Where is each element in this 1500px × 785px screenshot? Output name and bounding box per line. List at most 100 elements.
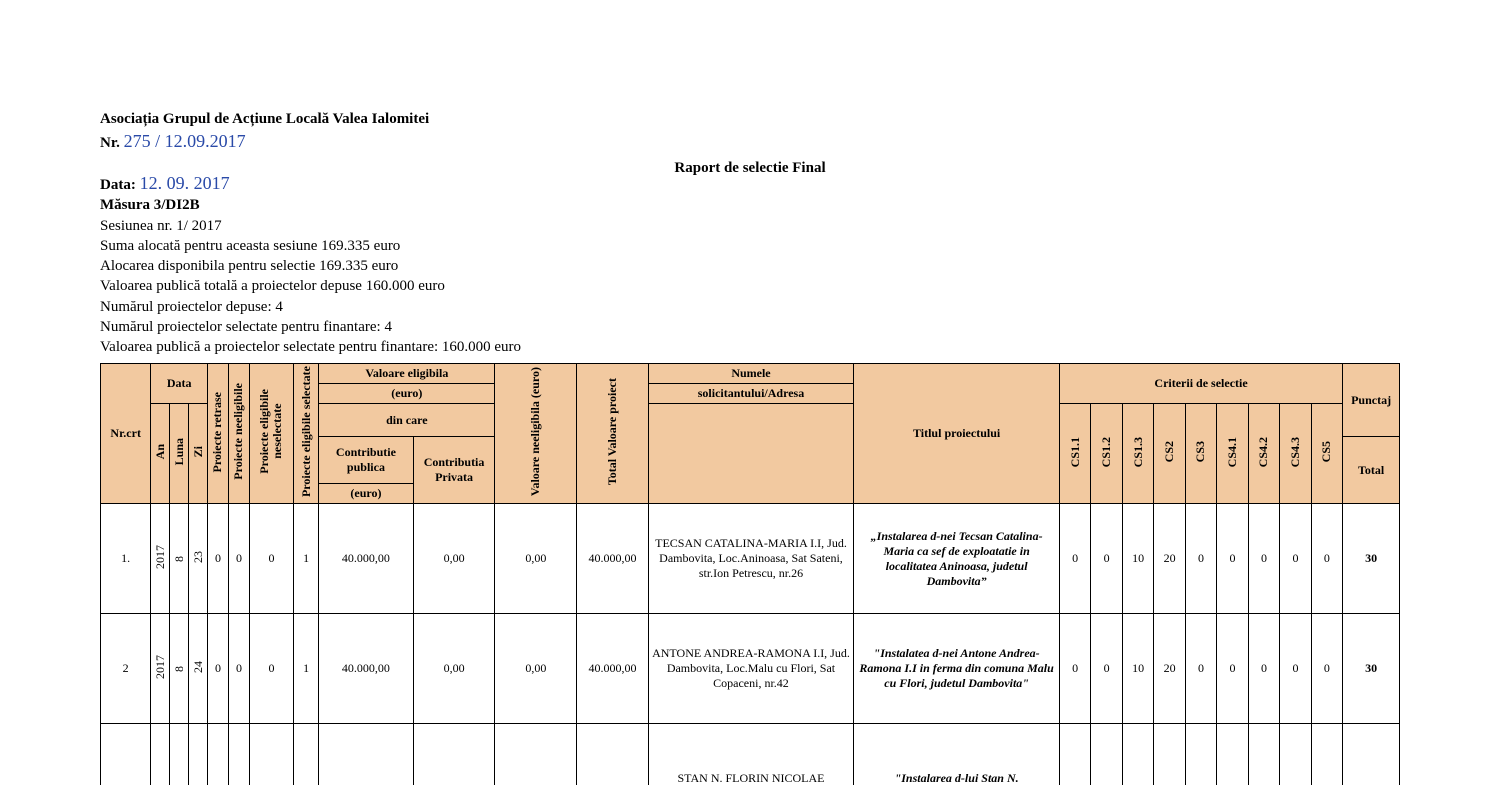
cell-contrib-publica bbox=[319, 724, 413, 785]
cell-titlu: „Instalarea d-nei Tecsan Catalina-Maria … bbox=[854, 504, 1060, 614]
cell-total-valoare: 40.000,00 bbox=[577, 504, 648, 614]
col-an: An bbox=[151, 404, 170, 504]
col-punctaj: Punctaj bbox=[1343, 364, 1400, 437]
nr-label: Nr. bbox=[100, 135, 120, 151]
table-row: 1. 2017 8 23 0 0 0 1 40.000,00 0,00 0,00… bbox=[101, 504, 1400, 614]
col-elig-sel: Proiecte eligibile selectate bbox=[294, 364, 319, 504]
cell-total-valoare bbox=[577, 724, 648, 785]
col-retrase: Proiecte retrase bbox=[208, 364, 229, 504]
cell-solicitant: TECSAN CATALINA-MARIA I.I, Jud. Dambovit… bbox=[648, 504, 854, 614]
col-elig-nesel: Proiecte eligibileneselectate bbox=[249, 364, 293, 504]
cell-total: 30 bbox=[1343, 504, 1400, 614]
nr-selectate-line: Numărul proiectelor selectate pentru fin… bbox=[100, 317, 1400, 337]
col-cs43: CS4.3 bbox=[1280, 404, 1311, 504]
col-solicitant-blank bbox=[648, 404, 854, 504]
cell-contrib-privata: 0,00 bbox=[413, 614, 495, 724]
col-zi: Zi bbox=[189, 404, 208, 504]
cell-cs: 0 bbox=[1217, 504, 1248, 614]
col-total: Total bbox=[1343, 436, 1400, 504]
cell-an: 2017 bbox=[151, 614, 170, 724]
col-cs41: CS4.1 bbox=[1217, 404, 1248, 504]
cell-zi: 23 bbox=[189, 504, 208, 614]
cell-val-neelig: 0,00 bbox=[495, 614, 577, 724]
col-din-care: din care bbox=[319, 404, 495, 437]
cell-cs: 0 bbox=[1311, 504, 1342, 614]
cell-cs: 10 bbox=[1122, 504, 1153, 614]
col-contrib-privata: Contributia Privata bbox=[413, 436, 495, 504]
cell-zi: 24 bbox=[189, 614, 208, 724]
cell-cs: 0 bbox=[1059, 614, 1090, 724]
cell-titlu: "Instalarea d-lui Stan N. bbox=[854, 724, 1060, 785]
col-cs13: CS1.3 bbox=[1122, 404, 1153, 504]
cell-cs: 0 bbox=[1091, 614, 1122, 724]
cell-an bbox=[151, 724, 170, 785]
cell-cs bbox=[1091, 724, 1122, 785]
col-cs3: CS3 bbox=[1185, 404, 1216, 504]
table-row: 2 2017 8 24 0 0 0 1 40.000,00 0,00 0,00 … bbox=[101, 614, 1400, 724]
cell-total bbox=[1343, 724, 1400, 785]
report-table: Nr.crt Data Proiecte retrase Proiecte ne… bbox=[100, 363, 1400, 785]
sesiunea-line: Sesiunea nr. 1/ 2017 bbox=[100, 216, 1400, 236]
cell-luna: 8 bbox=[170, 504, 189, 614]
col-cs2: CS2 bbox=[1154, 404, 1185, 504]
valoare-publica-selectate-line: Valoarea publică a proiectelor selectate… bbox=[100, 337, 1400, 357]
col-cs11: CS1.1 bbox=[1059, 404, 1090, 504]
cell-nr: 2 bbox=[101, 614, 151, 724]
cell-nr: 1. bbox=[101, 504, 151, 614]
cell-retrase: 0 bbox=[208, 504, 229, 614]
col-total-valoare: Total Valoare proiect bbox=[577, 364, 648, 504]
cell-cs: 0 bbox=[1217, 614, 1248, 724]
cell-elig-nesel: 0 bbox=[249, 614, 293, 724]
col-numele: Numele bbox=[648, 364, 854, 384]
cell-contrib-publica: 40.000,00 bbox=[319, 614, 413, 724]
cell-nr bbox=[101, 724, 151, 785]
cell-neelig: 0 bbox=[229, 504, 250, 614]
cell-cs bbox=[1217, 724, 1248, 785]
cell-cs bbox=[1059, 724, 1090, 785]
cell-cs bbox=[1154, 724, 1185, 785]
cell-cs: 0 bbox=[1280, 504, 1311, 614]
cell-val-neelig: 0,00 bbox=[495, 504, 577, 614]
cell-cs: 20 bbox=[1154, 614, 1185, 724]
cell-cs: 0 bbox=[1059, 504, 1090, 614]
col-cs12: CS1.2 bbox=[1091, 404, 1122, 504]
masura-line: Măsura 3/DI2B bbox=[100, 195, 1400, 215]
col-contrib-publica: Contributie publica bbox=[319, 436, 413, 484]
cell-cs: 10 bbox=[1122, 614, 1153, 724]
col-cs42: CS4.2 bbox=[1248, 404, 1279, 504]
cell-cs: 0 bbox=[1248, 504, 1279, 614]
col-neeligibile: Proiecte neeligibile bbox=[229, 364, 250, 504]
cell-cs: 0 bbox=[1311, 614, 1342, 724]
table-row: STAN N. FLORIN NICOLAE "Instalarea d-lui… bbox=[101, 724, 1400, 785]
cell-solicitant: ANTONE ANDREA-RAMONA I.I, Jud. Dambovita… bbox=[648, 614, 854, 724]
cell-retrase: 0 bbox=[208, 614, 229, 724]
cell-val-neelig bbox=[495, 724, 577, 785]
col-nrcrt: Nr.crt bbox=[101, 364, 151, 504]
col-luna: Luna bbox=[170, 404, 189, 504]
col-criterii: Criterii de selectie bbox=[1059, 364, 1342, 404]
cell-elig-sel bbox=[294, 724, 319, 785]
cell-luna: 8 bbox=[170, 614, 189, 724]
col-euro: (euro) bbox=[319, 384, 495, 404]
cell-cs bbox=[1311, 724, 1342, 785]
cell-elig-sel: 1 bbox=[294, 614, 319, 724]
cell-cs: 0 bbox=[1091, 504, 1122, 614]
cell-cs: 0 bbox=[1185, 614, 1216, 724]
cell-contrib-publica: 40.000,00 bbox=[319, 504, 413, 614]
nr-value: 275 / 12.09.2017 bbox=[124, 131, 246, 151]
association-name: Asociația Grupul de Acțiune Locală Valea… bbox=[100, 110, 1400, 130]
meta-block: Data: 12. 09. 2017 Măsura 3/DI2B Sesiune… bbox=[100, 171, 1400, 357]
cell-cs bbox=[1122, 724, 1153, 785]
col-titlu: Titlul proiectului bbox=[854, 364, 1060, 504]
cell-luna bbox=[170, 724, 189, 785]
col-cs5: CS5 bbox=[1311, 404, 1342, 504]
cell-cs bbox=[1185, 724, 1216, 785]
cell-retrase bbox=[208, 724, 229, 785]
cell-total-valoare: 40.000,00 bbox=[577, 614, 648, 724]
col-val-elig: Valoare eligibila bbox=[319, 364, 495, 384]
table-body: 1. 2017 8 23 0 0 0 1 40.000,00 0,00 0,00… bbox=[101, 504, 1400, 785]
cell-titlu: "Instalatea d-nei Antone Andrea-Ramona I… bbox=[854, 614, 1060, 724]
col-solicitant: solicitantului/Adresa bbox=[648, 384, 854, 404]
date-label: Data: bbox=[100, 177, 136, 193]
cell-zi bbox=[189, 724, 208, 785]
